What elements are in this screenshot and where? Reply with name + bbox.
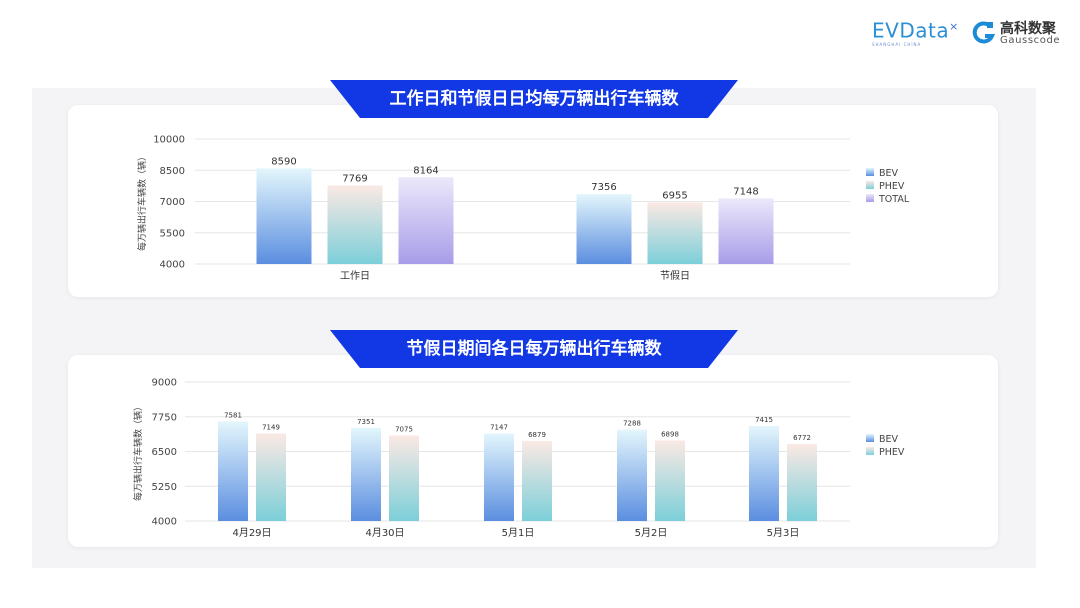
y-tick-label: 6500 <box>152 447 177 458</box>
data-label: 7149 <box>262 423 280 431</box>
bar-phev-0 <box>256 433 286 521</box>
y-tick-label: 5250 <box>152 482 177 493</box>
bar-phev-0 <box>327 185 383 264</box>
bar-bev-1 <box>576 194 632 264</box>
data-label: 7581 <box>224 411 242 419</box>
data-label: 7415 <box>755 416 773 424</box>
x-category-label: 5月2日 <box>635 527 668 539</box>
bar-phev-2 <box>522 440 552 521</box>
legend-label-bev: BEV <box>879 434 899 445</box>
data-label: 6898 <box>661 430 679 438</box>
chart-1-title-banner: 工作日和节假日日均每万辆出行车辆数 <box>330 80 738 118</box>
data-label: 7148 <box>733 186 758 197</box>
bar-bev-0 <box>256 168 312 264</box>
data-label: 7288 <box>623 420 641 428</box>
data-label: 8164 <box>413 165 438 176</box>
legend-swatch-phev <box>866 181 874 189</box>
bar-phev-1 <box>647 202 703 264</box>
data-label: 6879 <box>528 431 546 439</box>
x-category-label: 5月1日 <box>502 527 535 539</box>
legend-label-phev: PHEV <box>879 181 905 192</box>
y-tick-label: 7750 <box>152 412 177 423</box>
bar-phev-1 <box>389 435 419 521</box>
y-tick-label: 4000 <box>152 517 177 528</box>
bar-bev-4 <box>749 426 779 521</box>
bar-bev-1 <box>351 427 381 521</box>
bar-bev-2 <box>484 433 514 521</box>
data-label: 7351 <box>357 418 375 426</box>
x-category-label: 4月29日 <box>232 527 271 539</box>
bar-total-1 <box>718 198 774 264</box>
legend-swatch-phev <box>866 447 874 455</box>
data-label: 7769 <box>342 173 367 184</box>
data-label: 7147 <box>490 424 508 432</box>
bar-total-0 <box>398 177 454 264</box>
legend-label-bev: BEV <box>879 168 899 179</box>
gausscode-icon <box>972 21 996 44</box>
y-tick-label: 7000 <box>160 197 185 208</box>
legend-label-total: TOTAL <box>878 194 910 205</box>
legend-swatch-bev <box>866 168 874 176</box>
chart-2-title-banner: 节假日期间各日每万辆出行车辆数 <box>330 330 738 368</box>
bar-bev-0 <box>218 421 248 521</box>
data-label: 7075 <box>395 426 413 434</box>
chart-2-title: 节假日期间各日每万辆出行车辆数 <box>406 339 662 359</box>
data-label: 6955 <box>662 190 687 201</box>
y-axis-title: 每万辆出行车辆数（辆） <box>136 152 148 251</box>
x-category-label: 节假日 <box>660 269 690 282</box>
y-tick-label: 4000 <box>160 260 185 271</box>
data-label: 7356 <box>591 182 616 193</box>
y-axis-title: 每万辆出行车辆数（辆） <box>132 402 144 501</box>
y-tick-label: 9000 <box>152 378 177 389</box>
bar-phev-3 <box>655 440 685 521</box>
data-label: 8590 <box>271 156 296 167</box>
chart-1-title: 工作日和节假日日均每万辆出行车辆数 <box>389 89 679 109</box>
y-tick-label: 8500 <box>160 166 185 177</box>
bar-bev-3 <box>617 429 647 521</box>
x-category-label: 5月3日 <box>767 527 800 539</box>
x-category-label: 工作日 <box>340 270 370 282</box>
y-tick-label: 5500 <box>160 228 185 239</box>
bar-phev-4 <box>787 443 817 521</box>
legend-swatch-total <box>866 194 874 202</box>
data-label: 6772 <box>793 434 811 442</box>
x-category-label: 4月30日 <box>365 527 404 539</box>
legend-label-phev: PHEV <box>879 447 905 458</box>
legend-swatch-bev <box>866 434 874 442</box>
evdata-logo: EVData× SHANGHAI CHINA <box>872 18 959 47</box>
y-tick-label: 10000 <box>153 135 185 146</box>
